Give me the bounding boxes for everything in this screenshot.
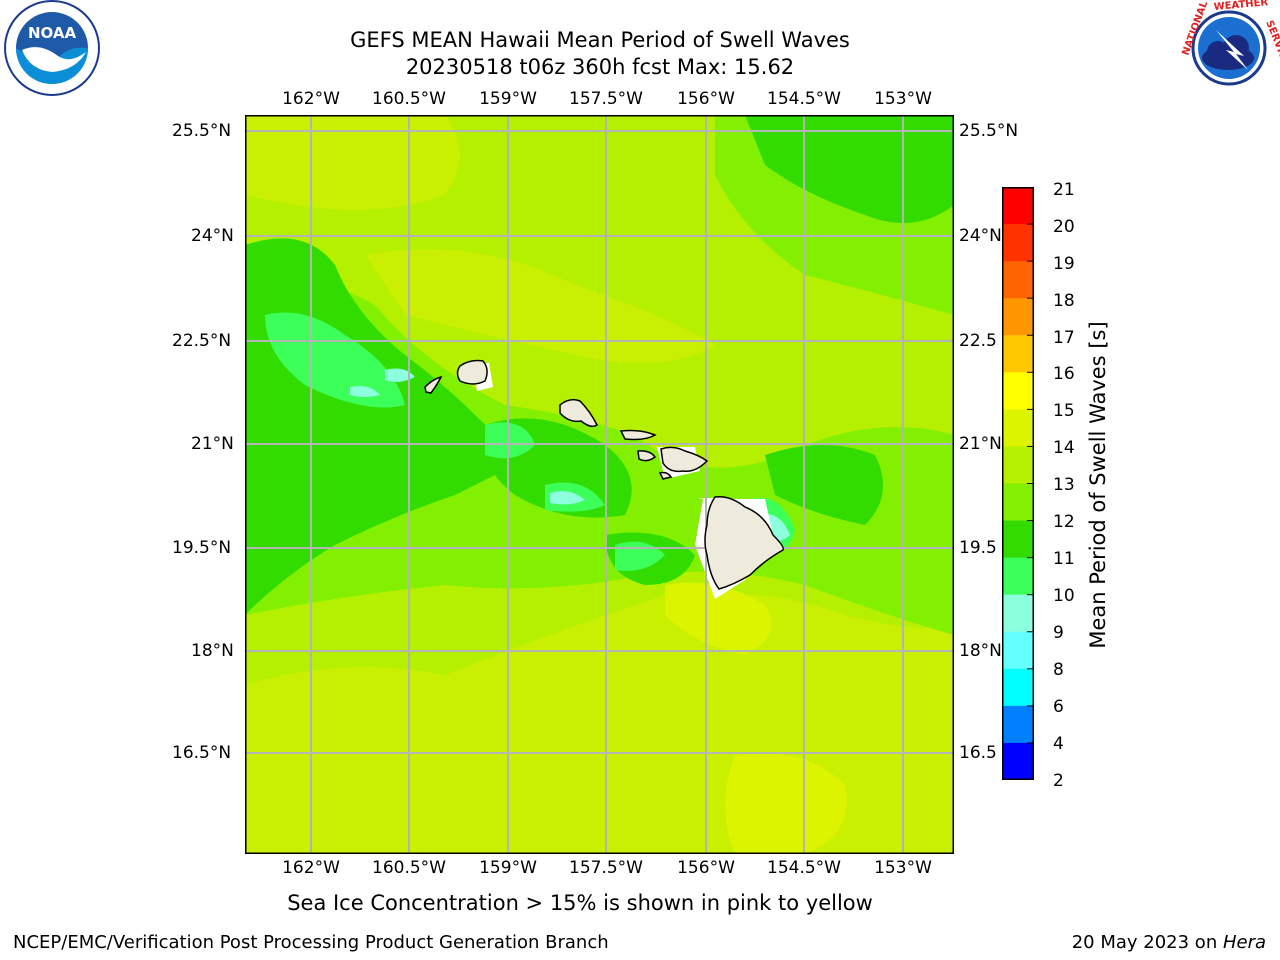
colorbar-segment bbox=[1002, 668, 1034, 707]
lon-label-top: 156°W bbox=[677, 89, 735, 109]
noaa-logo: NOAA bbox=[0, 0, 104, 100]
lat-label-right: 21°N bbox=[959, 434, 1002, 454]
colorbar-tick: 15 bbox=[1053, 401, 1075, 421]
lon-label-top: 153°W bbox=[874, 89, 932, 109]
colorbar-label: Mean Period of Swell Waves [s] bbox=[1086, 321, 1110, 649]
lat-label-left: 18°N bbox=[191, 641, 234, 661]
lon-label-bottom: 154.5°W bbox=[767, 858, 841, 878]
lon-label-top: 157.5°W bbox=[569, 89, 643, 109]
colorbar-tick: 10 bbox=[1053, 586, 1075, 606]
colorbar-segment bbox=[1002, 446, 1034, 484]
lat-label-right: 24°N bbox=[959, 226, 1002, 246]
colorbar-segment bbox=[1002, 631, 1034, 670]
footer-org: NCEP/EMC/Verification Post Processing Pr… bbox=[13, 932, 609, 953]
island-maui bbox=[660, 446, 709, 473]
field-high-period bbox=[665, 582, 772, 655]
lon-label-top: 160.5°W bbox=[372, 89, 446, 109]
noaa-logo-text: NOAA bbox=[28, 24, 77, 42]
footer-date: 20 May 2023 on Hera bbox=[1072, 932, 1266, 953]
field-10-11 bbox=[265, 312, 405, 408]
island-kauai bbox=[456, 359, 488, 385]
graticule bbox=[245, 115, 954, 854]
island-lanai bbox=[637, 450, 657, 462]
colorbar-tick: 13 bbox=[1053, 475, 1075, 495]
island-hawaii bbox=[704, 495, 785, 590]
lon-label-bottom: 159°W bbox=[479, 858, 537, 878]
colorbar-segment bbox=[1002, 335, 1034, 373]
lon-label-bottom: 153°W bbox=[874, 858, 932, 878]
lon-label-bottom: 157.5°W bbox=[569, 858, 643, 878]
island-niihau bbox=[424, 375, 443, 394]
field-9-10 bbox=[350, 386, 380, 397]
island-molokai bbox=[619, 429, 657, 441]
field-11-12-east bbox=[765, 445, 883, 525]
nws-logo: NATIONAL WEATHER SERVICE bbox=[1178, 0, 1280, 100]
lon-label-bottom: 162°W bbox=[282, 858, 340, 878]
field-high-period bbox=[725, 753, 847, 854]
lat-label-right: 19.5 bbox=[959, 538, 997, 558]
colorbar-tick: 8 bbox=[1053, 660, 1064, 680]
lat-label-left: 19.5°N bbox=[172, 538, 232, 558]
colorbar bbox=[1002, 187, 1034, 780]
lat-label-right: 22.5 bbox=[959, 331, 997, 351]
colorbar-tick: 19 bbox=[1053, 254, 1075, 274]
lon-label-bottom: 160.5°W bbox=[372, 858, 446, 878]
field-9-10 bbox=[550, 491, 585, 505]
footer-date-text: 20 May 2023 on bbox=[1071, 932, 1223, 953]
lat-label-left: 21°N bbox=[191, 434, 234, 454]
colorbar-segment bbox=[1002, 705, 1034, 744]
island-kahoolawe bbox=[658, 471, 673, 480]
field-band-north bbox=[245, 115, 460, 210]
colorbar-segment bbox=[1002, 557, 1034, 596]
colorbar-segment bbox=[1002, 224, 1034, 262]
colorbar-tick: 6 bbox=[1053, 697, 1064, 717]
lat-label-right: 25.5°N bbox=[959, 121, 1019, 141]
hawaiian-islands bbox=[424, 359, 785, 590]
colorbar-tick: 18 bbox=[1053, 291, 1075, 311]
lon-label-top: 159°W bbox=[479, 89, 537, 109]
lat-label-right: 18°N bbox=[959, 641, 1002, 661]
lat-label-left: 24°N bbox=[191, 226, 234, 246]
colorbar-segment bbox=[1002, 409, 1034, 447]
lat-label-left: 16.5°N bbox=[172, 743, 232, 763]
map-subtitle: 20230518 t06z 360h fcst Max: 15.62 bbox=[405, 55, 795, 79]
field-10-11 bbox=[485, 422, 535, 459]
colorbar-tick: 2 bbox=[1053, 771, 1064, 791]
colorbar-tick: 11 bbox=[1053, 549, 1075, 569]
colorbar-tick: 9 bbox=[1053, 623, 1064, 643]
colorbar-segment bbox=[1002, 742, 1034, 780]
colorbar-tick: 14 bbox=[1053, 438, 1075, 458]
colorbar-segment bbox=[1002, 594, 1034, 633]
lat-label-right: 16.5 bbox=[959, 743, 997, 763]
lat-label-left: 25.5°N bbox=[172, 121, 232, 141]
lon-label-bottom: 156°W bbox=[677, 858, 735, 878]
colorbar-tick: 21 bbox=[1053, 180, 1075, 200]
field-9-10 bbox=[385, 368, 415, 382]
field-11-12-northeast bbox=[745, 115, 954, 223]
colorbar-segment bbox=[1002, 187, 1034, 225]
colorbar-segment bbox=[1002, 372, 1034, 410]
colorbar-tick: 12 bbox=[1053, 512, 1075, 532]
colorbar-segment bbox=[1002, 483, 1034, 522]
lon-label-top: 154.5°W bbox=[767, 89, 841, 109]
colorbar-segment bbox=[1002, 298, 1034, 336]
colorbar-segment bbox=[1002, 520, 1034, 559]
field-band-mid bbox=[365, 249, 715, 363]
lon-label-top: 162°W bbox=[282, 89, 340, 109]
colorbar-segment bbox=[1002, 261, 1034, 299]
colorbar-tick: 16 bbox=[1053, 364, 1075, 384]
colorbar-tick: 17 bbox=[1053, 328, 1075, 348]
island-oahu bbox=[559, 398, 598, 428]
lat-label-left: 22.5°N bbox=[172, 331, 232, 351]
footer-machine: Hera bbox=[1222, 932, 1266, 953]
map-frame bbox=[245, 115, 954, 854]
colorbar-tick: 4 bbox=[1053, 734, 1064, 754]
map-title: GEFS MEAN Hawaii Mean Period of Swell Wa… bbox=[350, 28, 850, 52]
colorbar-tick: 20 bbox=[1053, 217, 1075, 237]
sea-ice-caption: Sea Ice Concentration > 15% is shown in … bbox=[287, 891, 873, 915]
swell-period-map bbox=[245, 115, 954, 854]
